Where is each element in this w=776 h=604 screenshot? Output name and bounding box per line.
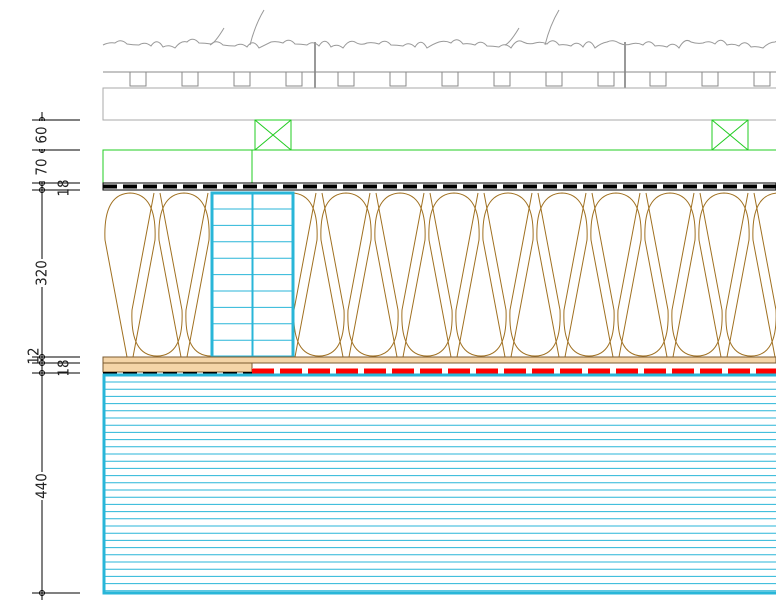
drain-cup (545, 72, 563, 87)
insulation (725, 192, 776, 357)
protection-board (102, 87, 776, 121)
dim-dot (39, 590, 45, 596)
drain-cup (389, 72, 407, 87)
dim-label: 18 (55, 359, 73, 376)
insulation (347, 192, 399, 357)
drain-cup (233, 72, 251, 87)
insulation (563, 192, 615, 357)
insulation (104, 192, 156, 358)
sheathing (102, 356, 776, 364)
drain-cup (181, 72, 199, 87)
dim-label: 18 (55, 179, 73, 196)
dim-dot (39, 360, 45, 366)
insulation (320, 192, 372, 358)
dim-dot (39, 354, 45, 360)
insulation (293, 192, 345, 357)
insulation (428, 192, 480, 358)
drain-cup (129, 72, 147, 87)
insulation (374, 192, 426, 358)
insulation (455, 192, 507, 357)
insulation (671, 192, 723, 357)
layers (102, 9, 776, 595)
dim-label: 440 (33, 473, 51, 499)
plant (209, 27, 225, 46)
plant (504, 27, 520, 46)
dim-label: 12 (25, 347, 43, 364)
drain-cup (753, 72, 771, 87)
batten-cross (254, 119, 292, 151)
insulation (401, 192, 453, 357)
dim-label: 320 (33, 260, 51, 286)
dim-gap (34, 259, 50, 287)
insulation (536, 192, 588, 358)
insulation (509, 192, 561, 357)
insulation (644, 192, 696, 358)
insulation (590, 192, 642, 358)
board (251, 149, 776, 184)
drain-cup (649, 72, 667, 87)
plant (544, 9, 560, 46)
drain-cup (701, 72, 719, 87)
drain-cup (441, 72, 459, 87)
dim-gap (34, 472, 50, 500)
dim-gap (34, 121, 50, 149)
drain-cup (597, 72, 615, 87)
sheathing (102, 362, 253, 373)
insulation (752, 192, 776, 358)
batten-cross (711, 119, 749, 151)
drain-cup (285, 72, 303, 87)
dim-dot (39, 187, 45, 193)
board (102, 149, 253, 184)
drain-cup (337, 72, 355, 87)
plant (249, 9, 265, 46)
dim-label: 60 (33, 126, 51, 143)
vegetation (102, 38, 776, 49)
insulation (482, 192, 534, 358)
dim-dot (39, 370, 45, 376)
insulation (617, 192, 669, 357)
insulation (131, 192, 183, 357)
insulation (158, 192, 210, 358)
dim-gap (34, 153, 50, 181)
dim-label: 70 (33, 158, 51, 175)
clt (102, 373, 776, 595)
drain-cup (493, 72, 511, 87)
insulation (698, 192, 750, 358)
